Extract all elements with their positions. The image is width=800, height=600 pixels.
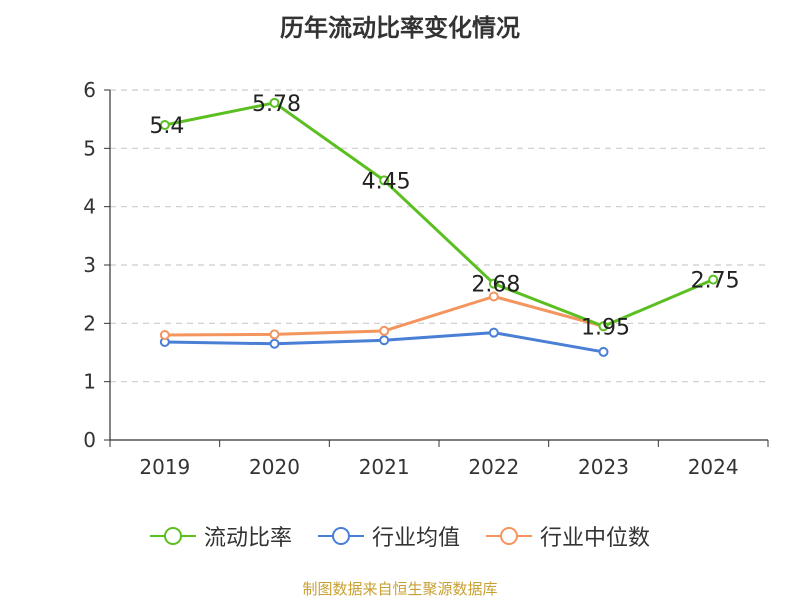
series-line-0 xyxy=(164,101,714,328)
data-point xyxy=(598,321,609,332)
legend-label: 流动比率 xyxy=(203,526,292,551)
data-label: 2.68 xyxy=(471,273,520,298)
legend-item-industry-median[interactable]: 行业中位数 xyxy=(486,520,650,552)
legend-marker-industry-mean xyxy=(317,527,364,545)
legend-label: 行业均值 xyxy=(371,526,460,551)
x-tick-label: 2023 xyxy=(578,455,629,479)
legend-marker-current-ratio xyxy=(149,527,196,545)
y-tick-label: 3 xyxy=(83,253,96,277)
data-point xyxy=(488,278,499,289)
chart-title: 历年流动比率变化情况 xyxy=(280,14,520,42)
data-label: 5.78 xyxy=(252,92,301,117)
data-point xyxy=(598,346,609,357)
data-point xyxy=(159,120,170,130)
data-label: 5.4 xyxy=(149,114,184,139)
legend-item-industry-mean[interactable]: 行业均值 xyxy=(317,520,460,552)
data-point xyxy=(379,175,390,186)
data-point xyxy=(708,274,719,285)
data-point xyxy=(269,338,280,349)
y-tick-label: 5 xyxy=(83,136,96,160)
x-tick-label: 2021 xyxy=(359,455,410,479)
data-point xyxy=(379,335,390,346)
legend-marker-industry-median xyxy=(486,527,532,545)
x-tick-label: 2022 xyxy=(468,455,519,479)
data-point xyxy=(269,329,280,340)
data-label: 4.45 xyxy=(362,169,411,194)
y-tick-label: 6 xyxy=(83,78,96,102)
x-tick-label: 2024 xyxy=(688,455,739,479)
series xyxy=(159,97,719,357)
data-labels: 5.4 5.78 4.45 2.68 1.95 2.75 xyxy=(149,92,739,340)
axes: 0 1 2 3 4 5 6 2019 2020 2021 2022 2023 2024 xyxy=(83,78,769,479)
data-point xyxy=(269,97,280,108)
data-point xyxy=(159,330,170,340)
legend: 流动比率 行业均值 行业中位数 xyxy=(0,520,800,552)
x-tick-label: 2020 xyxy=(249,455,300,479)
legend-label: 行业中位数 xyxy=(540,526,651,551)
data-point xyxy=(488,291,499,302)
data-label: 2.75 xyxy=(691,269,740,294)
y-tick-label: 0 xyxy=(83,428,96,452)
data-point xyxy=(379,325,390,336)
y-tick-label: 4 xyxy=(83,195,96,219)
data-source-note: 制图数据来自恒生聚源数据库 xyxy=(302,580,498,598)
y-tick-label: 2 xyxy=(83,311,96,335)
x-tick-label: 2019 xyxy=(139,455,190,479)
data-point xyxy=(488,327,499,338)
y-tick-label: 1 xyxy=(83,370,96,394)
legend-item-current-ratio[interactable]: 流动比率 xyxy=(149,520,292,552)
data-label: 1.95 xyxy=(581,315,630,340)
